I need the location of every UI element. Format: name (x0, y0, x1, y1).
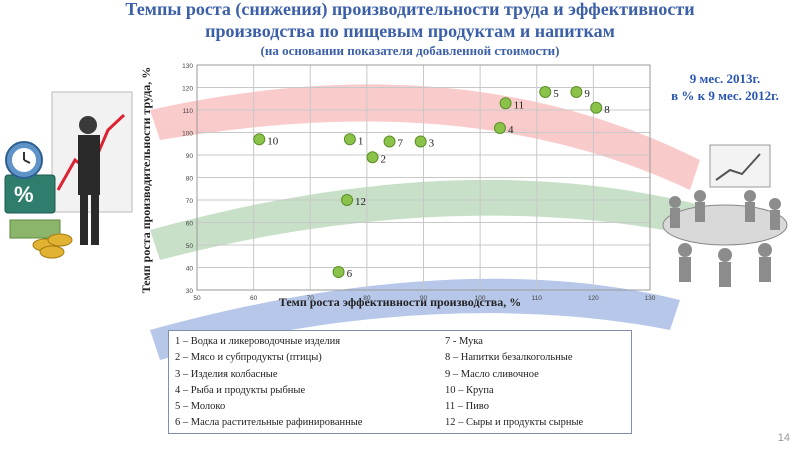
legend-item: 2 – Мясо и субпродукты (птицы) (175, 352, 322, 364)
scatter-point-12 (341, 194, 354, 206)
y-tick-label: 60 (186, 221, 194, 228)
period-note-line-1: 9 мес. 2013г. (689, 71, 761, 86)
page-number: 14 (777, 432, 790, 444)
title-subtitle: (на основании показателя добавленной сто… (260, 43, 560, 58)
y-tick-label: 100 (182, 131, 193, 138)
y-tick-label: 50 (186, 243, 194, 250)
legend-item: 11 – Пиво (445, 401, 489, 413)
x-tick-label: 130 (645, 295, 656, 302)
legend-item: 4 – Рыба и продукты рыбные (175, 384, 306, 396)
x-tick-label: 110 (532, 295, 543, 302)
swoosh-green (150, 179, 700, 260)
title-line-2: производства по пищевым продуктам и напи… (205, 21, 615, 41)
legend-item: 3 – Изделия колбасные (175, 368, 278, 380)
point-label-2: 2 (381, 153, 387, 165)
scatter-point-2 (366, 151, 379, 164)
point-label-12: 12 (355, 196, 366, 208)
swoosh-red (150, 84, 700, 190)
legend-item: 1 – Водка и ликероводочные изделия (175, 336, 341, 347)
title-line-1: Темпы роста (снижения) производительност… (125, 0, 695, 19)
svg-text:%: % (14, 182, 34, 207)
scatter-point-7 (383, 135, 396, 148)
legend-item: 5 – Молоко (175, 401, 226, 413)
scatter-point-4 (493, 122, 506, 134)
legend-item: 12 – Сыры и продукты сырные (445, 417, 584, 429)
y-tick-label: 120 (182, 86, 193, 93)
y-tick-label: 110 (183, 108, 194, 115)
point-label-6: 6 (347, 268, 353, 280)
plot-area-border (196, 64, 651, 291)
y-axis-label: Темп роста производительности труда, % (139, 67, 153, 294)
point-label-11: 11 (514, 99, 525, 111)
scatter-point-1 (343, 133, 356, 146)
y-tick-label: 90 (186, 153, 194, 160)
point-label-7: 7 (398, 138, 404, 150)
legend-item: 10 – Крупа (445, 384, 494, 396)
period-note-line-2: в % к 9 мес. 2012г. (671, 88, 779, 103)
x-tick-label: 80 (363, 295, 371, 302)
legend-item: 6 – Масла растительные рафинированные (175, 417, 363, 429)
y-tick-label: 70 (186, 198, 194, 205)
legend-column-left: 1 – Водка и ликероводочные изделия 2 – М… (175, 334, 362, 432)
x-tick-label: 70 (307, 295, 315, 302)
legend-item: 7 - Мука (445, 336, 483, 347)
legend-item: 8 – Напитки безалкогольные (445, 352, 573, 364)
scatter-point-8 (590, 101, 603, 114)
scatter-point-10 (253, 133, 266, 146)
y-tick-label: 30 (186, 288, 194, 295)
point-label-5: 5 (553, 88, 559, 100)
businessman-illustration: % (4, 91, 133, 259)
point-label-9: 9 (584, 88, 590, 100)
legend-item: 9 – Масло сливочное (445, 368, 539, 380)
swoosh-blue (150, 278, 680, 360)
scatter-point-11 (499, 97, 512, 110)
x-tick-label: 100 (475, 295, 486, 302)
point-label-4: 4 (508, 124, 514, 136)
legend-column-right: 7 - Мука 8 – Напитки безалкогольные 9 – … (445, 334, 583, 432)
x-tick-label: 50 (193, 295, 201, 302)
point-label-10: 10 (267, 135, 279, 147)
period-note: 9 мес. 2013г. в % к 9 мес. 2012г. (655, 70, 795, 104)
chart-legend: 1 – Водка и ликероводочные изделия 2 – М… (168, 330, 632, 434)
y-tick-label: 130 (182, 63, 193, 70)
x-tick-label: 60 (250, 295, 258, 302)
scatter-point-9 (570, 86, 583, 98)
y-tick-label: 40 (186, 266, 194, 273)
x-tick-label: 120 (588, 295, 599, 302)
meeting-illustration (662, 144, 788, 287)
point-label-1: 1 (358, 135, 364, 147)
x-axis-label: Темп роста эффективности производства, % (279, 295, 521, 309)
scatter-point-6 (332, 266, 345, 278)
x-tick-label: 90 (420, 295, 428, 302)
scatter-point-5 (539, 86, 552, 98)
y-tick-label: 80 (186, 176, 194, 183)
point-label-3: 3 (429, 138, 435, 150)
point-label-8: 8 (604, 104, 610, 116)
scatter-point-3 (414, 135, 427, 148)
